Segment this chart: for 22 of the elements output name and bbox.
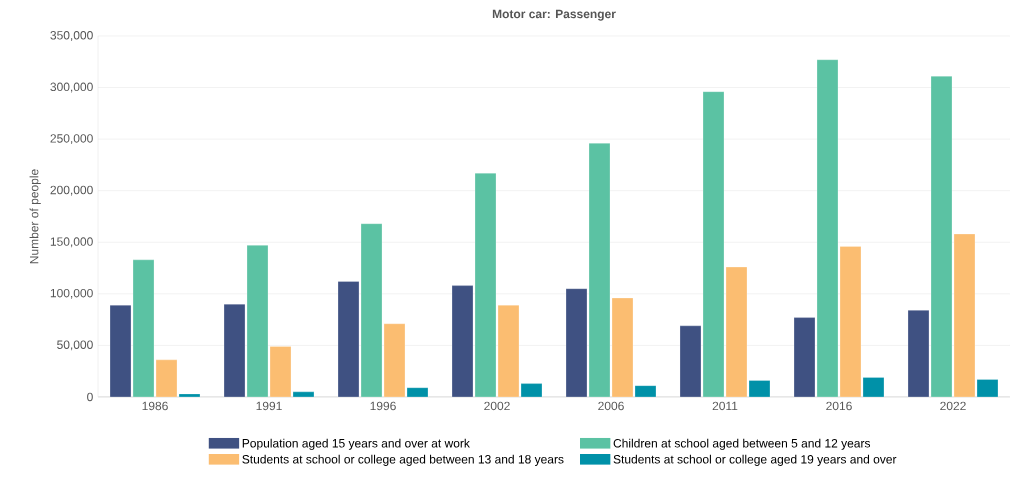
chart-title: Motor car: Passenger — [492, 9, 616, 21]
y-tick-label: 300,000 — [50, 82, 93, 93]
y-axis-title: Number of people — [29, 169, 41, 264]
x-tick-label: 1991 — [256, 401, 282, 411]
x-tick-label: 1986 — [142, 401, 168, 411]
y-tick-label: 250,000 — [50, 134, 93, 145]
x-tick-label: 2022 — [940, 401, 966, 411]
x-tick-label: 2016 — [826, 401, 852, 411]
y-tick-label: 350,000 — [50, 31, 93, 41]
legend-label: Students at school or college aged between 13 and 18 years — [242, 454, 564, 466]
y-tick-label: 200,000 — [50, 185, 93, 196]
x-tick-label: 2006 — [598, 401, 624, 411]
y-tick-label: 150,000 — [50, 237, 93, 248]
legend-label: Students at school or college aged 19 years and over — [613, 454, 897, 466]
legend-label: Population aged 15 years and over at work — [242, 438, 470, 450]
x-tick-label: 2002 — [484, 401, 510, 411]
y-tick-label: 50,000 — [57, 340, 93, 351]
y-tick-label: 100,000 — [50, 288, 93, 299]
x-tick-label: 2011 — [712, 401, 738, 411]
legend-label: Children at school aged between 5 and 12 years — [613, 438, 871, 450]
y-tick-label: 0 — [87, 392, 93, 402]
x-tick-label: 1996 — [370, 401, 396, 411]
